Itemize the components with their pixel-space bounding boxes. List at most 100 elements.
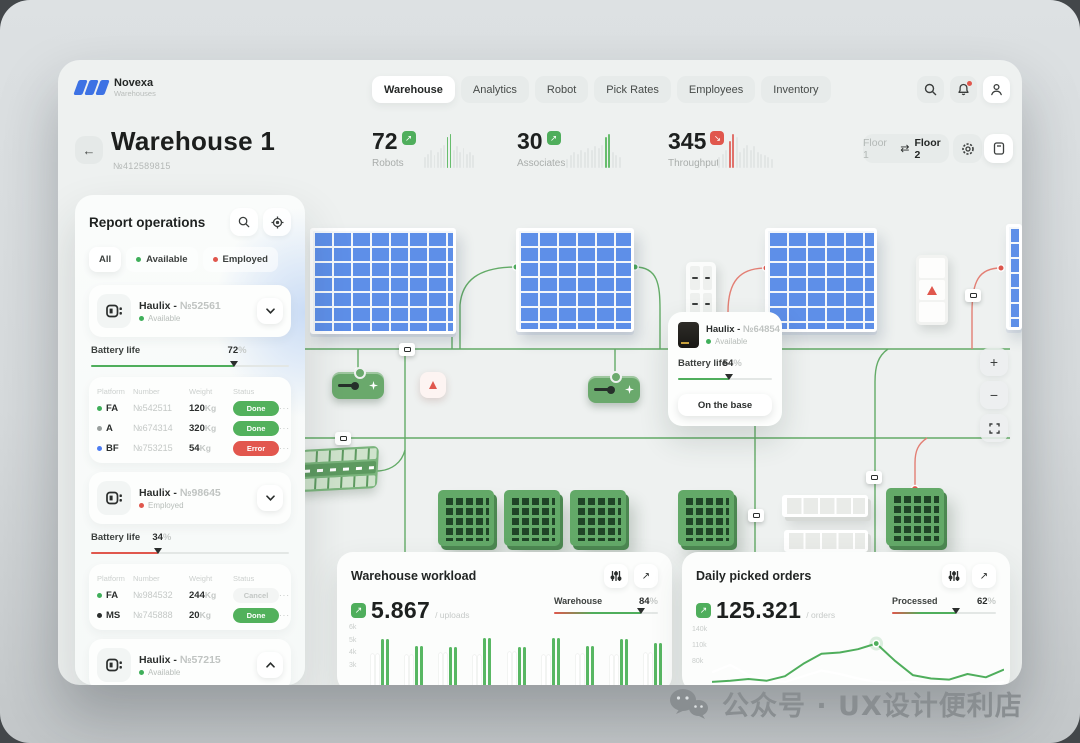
row-more-button[interactable]: ··· [279, 423, 290, 433]
orders-unit: / orders [806, 610, 836, 620]
green-pallet-4[interactable] [678, 490, 734, 546]
notifications-button[interactable] [950, 76, 977, 103]
bookmark-button[interactable] [984, 134, 1013, 163]
sparkle-icon [369, 381, 378, 390]
collapse-button[interactable] [257, 485, 283, 511]
brand[interactable]: Novexa Warehouses [73, 77, 156, 98]
on-the-base-button[interactable]: On the base [678, 394, 772, 416]
battery-value: 54% [722, 358, 742, 369]
panel-locate-button[interactable] [263, 208, 291, 236]
progress-meter[interactable] [554, 608, 658, 614]
robot-photo [678, 322, 699, 348]
platform-dot [97, 425, 102, 431]
panel-search-button[interactable] [230, 208, 258, 236]
robot-status: Employed [139, 501, 249, 510]
tab-employees[interactable]: Employees [676, 76, 756, 103]
expand-card-button[interactable]: ↗ [634, 564, 658, 588]
associates-sparkline [566, 132, 624, 168]
bar-group [575, 645, 594, 685]
line-marker-tag[interactable] [399, 343, 415, 356]
fullscreen-button[interactable] [980, 414, 1008, 442]
bar-group [439, 646, 458, 685]
orders-value: 125.321 [716, 597, 802, 623]
white-shelf-1[interactable] [782, 495, 868, 517]
warning-triangle-icon [927, 285, 937, 295]
robot-name: Haulix - №57215 [139, 653, 221, 666]
expand-button[interactable] [257, 652, 283, 678]
white-shelf-2[interactable] [784, 530, 868, 552]
agv-robot-2[interactable] [588, 371, 640, 403]
zoom-in-button[interactable]: + [980, 348, 1008, 376]
tab-inventory[interactable]: Inventory [761, 76, 831, 103]
table-row[interactable]: MS №745888 20Kg Done ··· [97, 605, 289, 625]
tab-analytics[interactable]: Analytics [460, 76, 529, 103]
line-marker-tag[interactable] [748, 509, 764, 522]
tab-robot[interactable]: Robot [534, 76, 589, 103]
profile-button[interactable] [983, 76, 1010, 103]
floor-2-label[interactable]: Floor 2 [914, 136, 941, 161]
nav-actions [917, 76, 1010, 103]
floor-1-label[interactable]: Floor 1 [863, 136, 887, 161]
alert-marker[interactable] [420, 372, 446, 398]
panel-title: Report operations [89, 214, 206, 230]
row-more-button[interactable]: ··· [279, 403, 290, 413]
green-pallet-1[interactable] [438, 490, 494, 546]
bar-group [405, 645, 424, 685]
trend-up-icon: ↗ [401, 131, 416, 145]
storage-rack-blue-3[interactable] [765, 228, 877, 332]
filter-chips: All Available Employed [89, 247, 291, 272]
zoom-out-button[interactable]: − [980, 381, 1008, 409]
green-pallet-2[interactable] [504, 490, 560, 546]
line-marker-tag[interactable] [335, 432, 351, 445]
line-marker-tag[interactable] [866, 471, 882, 484]
orders-line-chart [711, 630, 1005, 685]
filter-employed[interactable]: Employed [202, 247, 278, 272]
status-badge: Cancel [233, 587, 279, 603]
storage-rack-blue-1[interactable] [310, 228, 456, 334]
robot-card-52561[interactable]: Haulix - №52561 Available [89, 285, 291, 337]
table-row[interactable]: BF №753215 54Kg Error ··· [97, 438, 289, 458]
green-pallet-3[interactable] [570, 490, 626, 546]
row-more-button[interactable]: ··· [279, 610, 290, 620]
battery-meter[interactable] [91, 548, 289, 554]
search-button[interactable] [917, 76, 944, 103]
charging-station[interactable] [686, 262, 716, 320]
agv-robot-1[interactable] [332, 367, 384, 399]
status-badge: Done [233, 607, 279, 623]
storage-rack-blue-2[interactable] [516, 228, 634, 332]
throughput-sparkline [718, 132, 775, 168]
settings-button[interactable] [953, 134, 982, 163]
meter-label: Processed [892, 596, 938, 606]
row-more-button[interactable]: ··· [279, 443, 290, 453]
battery-meter[interactable] [678, 374, 772, 380]
table-row[interactable]: FA №542511 120Kg Done ··· [97, 398, 289, 418]
row-more-button[interactable]: ··· [279, 590, 290, 600]
back-button[interactable]: ← [75, 136, 103, 164]
filter-all[interactable]: All [89, 247, 122, 272]
trend-up-icon: ↗ [696, 603, 711, 618]
robots-sparkline [424, 132, 474, 168]
filter-settings-button[interactable] [942, 564, 966, 588]
conveyor-belt[interactable] [298, 445, 380, 493]
robot-card-57215[interactable]: Haulix - №57215 Available [89, 639, 291, 685]
daily-picked-orders-card: Daily picked orders ↗ ↗ 125.321 / orders… [682, 552, 1010, 685]
robot-card-98645[interactable]: Haulix - №98645 Employed [89, 472, 291, 524]
tab-warehouse[interactable]: Warehouse [372, 76, 455, 103]
floor-toggle[interactable]: Floor 1 ⇄ Floor 2 [863, 134, 949, 163]
progress-meter[interactable] [892, 608, 996, 614]
storage-rack-blue-4[interactable] [1006, 224, 1022, 330]
green-pallet-5[interactable] [886, 488, 944, 546]
expand-card-button[interactable]: ↗ [972, 564, 996, 588]
alert-tower[interactable] [916, 255, 948, 325]
line-marker-tag[interactable] [965, 289, 981, 302]
table-row[interactable]: A №674314 320Kg Done ··· [97, 418, 289, 438]
battery-meter[interactable] [91, 361, 289, 367]
filter-settings-button[interactable] [604, 564, 628, 588]
filter-available[interactable]: Available [126, 247, 198, 272]
tab-pick-rates[interactable]: Pick Rates [594, 76, 671, 103]
workload-unit: / uploads [435, 610, 470, 620]
collapse-button[interactable] [257, 298, 283, 324]
table-row[interactable]: FA №984532 244Kg Cancel ··· [97, 585, 289, 605]
watermark-text: 公众号 · UX设计便利店 [722, 691, 1023, 722]
